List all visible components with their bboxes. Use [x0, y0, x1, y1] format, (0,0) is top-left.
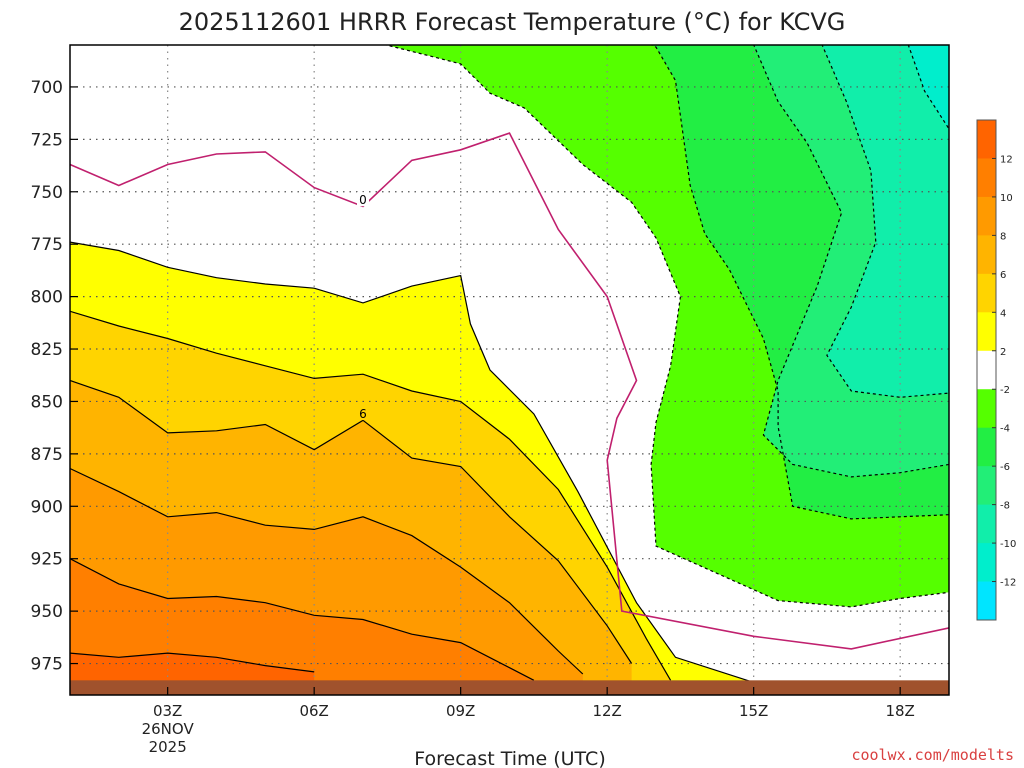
contour-line-2 — [70, 241, 754, 683]
colorbar-label: 4 — [1000, 308, 1006, 319]
fill-region-neg8 — [822, 45, 949, 398]
colorbar-bin — [977, 235, 996, 275]
y-tick-label: 950 — [31, 602, 63, 622]
contour-line-neg12 — [939, 22, 949, 37]
y-tick-label: 750 — [31, 183, 63, 203]
x-tick-label: 15Z — [739, 702, 768, 720]
contour-line-neg8 — [821, 45, 949, 398]
colorbar-bin — [977, 196, 996, 236]
y-tick-label: 725 — [31, 130, 63, 150]
colorbar: 12 10 8 6 4 2 -2 -4 -6 -8 -10 -12 — [976, 119, 1016, 621]
contour-line-neg2 — [383, 45, 949, 608]
x-tick-label: 09Z — [446, 702, 475, 720]
y-tick-label: 850 — [31, 392, 63, 412]
colorbar-label: 6 — [1000, 270, 1006, 281]
colorbar-bin — [977, 312, 996, 352]
colorbar-label: 2 — [1000, 347, 1006, 358]
colorbar-bin — [977, 273, 996, 313]
colorbar-label: 10 — [1000, 193, 1013, 204]
colorbar-label: -6 — [1000, 462, 1010, 473]
contour-line-neg4 — [650, 45, 949, 520]
contour-line-4 — [70, 310, 672, 681]
contour-line-10 — [70, 558, 535, 681]
contour-label: 6 — [357, 406, 369, 421]
contour-lines — [70, 22, 949, 683]
svg-text:6: 6 — [359, 407, 367, 421]
y-tick-label: 700 — [31, 78, 63, 98]
x-axis-label: Forecast Time (UTC) — [414, 748, 605, 768]
colorbar-bin — [977, 389, 996, 429]
contour-label: 0 — [357, 192, 369, 207]
y-tick-label: 900 — [31, 497, 63, 517]
y-tick-label: 775 — [31, 235, 63, 255]
plot-area: 06 — [69, 22, 969, 696]
x-tick-label: 18Z — [885, 702, 914, 720]
colorbar-frame — [976, 119, 997, 621]
svg-text:0: 0 — [359, 193, 367, 207]
y-tick-label: 975 — [31, 655, 63, 675]
ground-surface — [70, 680, 949, 695]
contour-line-neg6 — [753, 45, 949, 478]
credit-text: coolwx.com/modelts — [851, 746, 1014, 764]
temperature-fills — [70, 22, 969, 695]
y-tick-label: 825 — [31, 340, 63, 360]
colorbar-label: 12 — [1000, 154, 1013, 165]
grid — [70, 45, 949, 695]
colorbar-label: 8 — [1000, 231, 1006, 242]
x-tick-label: 03Z — [153, 702, 182, 720]
colorbar-label: -12 — [1000, 578, 1016, 589]
colorbar-bin — [977, 158, 996, 198]
colorbar-bin — [977, 350, 996, 390]
x-tick-label: 12Z — [592, 702, 621, 720]
x-date-label: 26NOV — [142, 720, 195, 738]
contour-line-12 — [70, 652, 315, 673]
contour-line-0 — [70, 132, 949, 650]
colorbar-bin — [977, 120, 996, 159]
contour-line-6 — [70, 379, 633, 664]
colorbar-bin — [977, 543, 996, 583]
fill-region-neg12 — [939, 22, 969, 37]
chart-title: 2025112601 HRRR Forecast Temperature (°C… — [179, 8, 846, 36]
y-tick-label: 800 — [31, 288, 63, 308]
y-axis: 700 725 750 775 800 825 850 875 900 925 950 975 — [31, 78, 78, 675]
colorbar-label: -4 — [1000, 424, 1010, 435]
x-tick-label: 06Z — [299, 702, 328, 720]
colorbar-bin — [977, 466, 996, 506]
x-year-label: 2025 — [149, 738, 187, 756]
contour-line-8 — [70, 467, 584, 675]
contour-line-neg10 — [907, 45, 949, 130]
colorbar-bin — [977, 581, 996, 621]
y-tick-label: 875 — [31, 445, 63, 465]
colorbar-bin — [977, 427, 996, 467]
colorbar-label: -2 — [1000, 385, 1010, 396]
colorbar-bin — [977, 504, 996, 544]
colorbar-label: -8 — [1000, 501, 1010, 512]
y-tick-label: 925 — [31, 550, 63, 570]
plot-frame — [69, 44, 950, 696]
colorbar-label: -10 — [1000, 539, 1016, 550]
